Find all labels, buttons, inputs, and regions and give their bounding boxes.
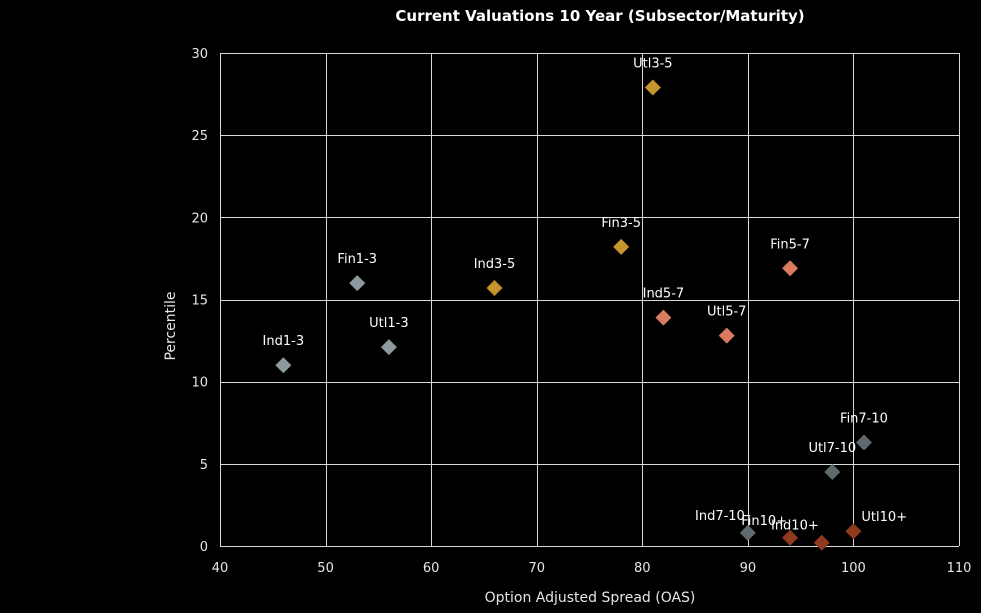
- data-point-utl10plus: [845, 523, 862, 540]
- gridlines: [220, 53, 960, 547]
- y-tick-label: 0: [200, 540, 208, 555]
- data-point-ind7-10: [739, 524, 756, 541]
- data-label: Fin10+: [741, 514, 787, 529]
- data-labels: Ind1-3 Fin1-3 Utl1-3 Ind3-5 Fin3-5 Utl3-5 Ind5…: [263, 57, 908, 534]
- data-point-fin5-7: [782, 260, 799, 277]
- x-tick-label: 90: [740, 561, 757, 576]
- data-label: Ind10+: [771, 519, 819, 534]
- x-tick-label: 40: [212, 561, 229, 576]
- data-point-fin3-5: [613, 238, 630, 255]
- data-point-ind1-3: [275, 357, 292, 374]
- data-label: Fin1-3: [337, 252, 377, 267]
- y-tick-label: 20: [191, 211, 208, 226]
- x-tick-label: 110: [947, 561, 972, 576]
- y-tick-label: 10: [191, 376, 208, 391]
- data-label: Utl1-3: [369, 316, 408, 331]
- data-label: Utl7-10: [808, 441, 856, 456]
- data-label: Fin7-10: [840, 411, 888, 426]
- data-label: Utl10+: [861, 510, 907, 525]
- data-point-fin10plus: [782, 529, 799, 546]
- data-point-ind10plus: [813, 534, 830, 551]
- chart-title: Current Valuations 10 Year (Subsector/Ma…: [395, 7, 804, 25]
- data-point-utl5-7: [718, 327, 735, 344]
- data-label: Ind3-5: [474, 257, 516, 272]
- data-label: Utl3-5: [633, 57, 672, 72]
- data-point-utl3-5: [644, 79, 661, 96]
- data-label: Ind7-10: [695, 509, 745, 524]
- data-points: [275, 79, 872, 551]
- data-label: Fin3-5: [601, 216, 641, 231]
- data-label: Ind1-3: [263, 334, 305, 349]
- x-axis-title: Option Adjusted Spread (OAS): [485, 590, 696, 606]
- data-label: Ind5-7: [643, 287, 685, 302]
- y-tick-label: 5: [200, 458, 208, 473]
- y-tick-label: 25: [191, 129, 208, 144]
- x-tick-label: 60: [423, 561, 440, 576]
- tick-labels: 40 50 60 70 80 90 100 110 0 5 10 15 20 25 30: [191, 47, 971, 576]
- data-label: Utl5-7: [707, 305, 746, 320]
- data-point-ind3-5: [486, 279, 503, 296]
- data-point-fin1-3: [349, 275, 366, 292]
- x-tick-label: 70: [528, 561, 545, 576]
- x-tick-label: 80: [634, 561, 651, 576]
- data-point-utl7-10: [824, 464, 841, 481]
- x-tick-label: 100: [841, 561, 866, 576]
- data-point-utl1-3: [380, 339, 397, 356]
- data-point-fin7-10: [855, 434, 872, 451]
- y-axis-title: Percentile: [163, 291, 179, 360]
- y-tick-label: 30: [191, 47, 208, 62]
- y-tick-label: 15: [191, 294, 208, 309]
- x-tick-label: 50: [317, 561, 334, 576]
- data-point-ind5-7: [655, 309, 672, 326]
- data-label: Fin5-7: [770, 237, 810, 252]
